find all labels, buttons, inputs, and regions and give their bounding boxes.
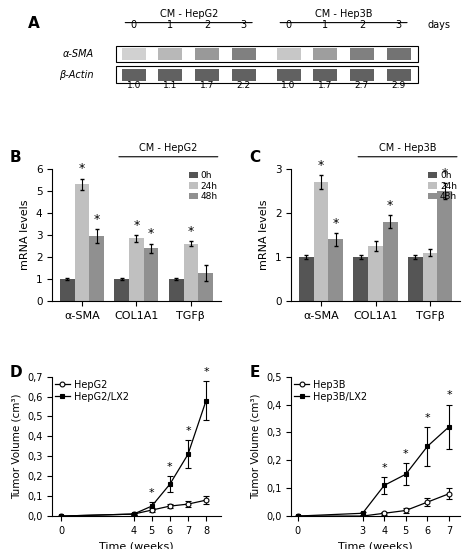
Text: E: E [249, 366, 260, 380]
Text: *: * [93, 213, 100, 226]
Text: α-SMA: α-SMA [63, 49, 94, 59]
Bar [232, 69, 256, 81]
Text: β-Actin: β-Actin [59, 70, 94, 80]
Text: *: * [185, 427, 191, 436]
Text: 2: 2 [359, 20, 365, 30]
Bar [383, 222, 398, 301]
Bar [350, 48, 374, 60]
Bar [438, 191, 452, 301]
Bar [232, 48, 256, 60]
Bar [198, 273, 213, 301]
Bar [387, 69, 410, 81]
Text: 2.9: 2.9 [392, 81, 406, 90]
Text: 1.0: 1.0 [282, 81, 296, 90]
Bar [122, 48, 146, 60]
Text: *: * [425, 413, 430, 423]
Bar [328, 239, 343, 301]
Text: *: * [148, 227, 154, 240]
Text: 1: 1 [167, 20, 173, 30]
Text: *: * [149, 488, 155, 498]
Legend: 0h, 24h, 48h: 0h, 24h, 48h [427, 171, 458, 202]
Text: 1.0: 1.0 [127, 81, 141, 90]
Bar [114, 279, 129, 301]
Bar [158, 69, 182, 81]
Text: *: * [79, 163, 85, 175]
Text: B: B [10, 150, 22, 165]
Text: 1.7: 1.7 [200, 81, 214, 90]
Text: CM - Hep3B: CM - Hep3B [379, 143, 436, 153]
Text: days: days [427, 20, 450, 30]
Text: 0: 0 [131, 20, 137, 30]
Bar [368, 246, 383, 301]
Text: A: A [27, 16, 39, 31]
Text: D: D [10, 366, 23, 380]
Text: *: * [188, 225, 194, 238]
Legend: 0h, 24h, 48h: 0h, 24h, 48h [188, 171, 219, 202]
Text: 1.7: 1.7 [318, 81, 332, 90]
Text: 2: 2 [204, 20, 210, 30]
Legend: HepG2, HepG2/LX2: HepG2, HepG2/LX2 [54, 379, 129, 402]
Text: *: * [333, 217, 339, 229]
Text: 0: 0 [285, 20, 292, 30]
Text: *: * [318, 159, 324, 172]
Bar [60, 279, 74, 301]
Y-axis label: Tumor Volume (cm³): Tumor Volume (cm³) [251, 394, 261, 499]
Y-axis label: Tumor Volume (cm³): Tumor Volume (cm³) [11, 394, 21, 499]
X-axis label: Time (weeks): Time (weeks) [99, 541, 173, 549]
Bar [144, 248, 158, 301]
Bar [387, 48, 410, 60]
Bar [89, 236, 104, 301]
Text: CM - Hep3B: CM - Hep3B [315, 9, 373, 19]
Text: 3: 3 [396, 20, 401, 30]
Text: CM - HepG2: CM - HepG2 [139, 143, 198, 153]
Text: *: * [403, 449, 409, 459]
Text: *: * [167, 462, 173, 472]
Bar [74, 184, 89, 301]
Bar [116, 46, 418, 63]
Text: *: * [133, 219, 139, 232]
Y-axis label: mRNA levels: mRNA levels [20, 200, 30, 270]
X-axis label: Time (weeks): Time (weeks) [338, 541, 413, 549]
Text: 3: 3 [241, 20, 247, 30]
Bar [276, 48, 301, 60]
Text: 2.2: 2.2 [237, 81, 251, 90]
Bar [350, 69, 374, 81]
Bar [313, 48, 337, 60]
Bar [183, 244, 198, 301]
Bar [129, 238, 144, 301]
Bar [423, 253, 438, 301]
Text: 2.7: 2.7 [355, 81, 369, 90]
Bar [116, 66, 418, 83]
Bar [408, 257, 423, 301]
Bar [169, 279, 183, 301]
Bar [195, 48, 219, 60]
Text: 1.1: 1.1 [163, 81, 178, 90]
Text: *: * [203, 367, 209, 377]
Text: *: * [387, 199, 393, 212]
Bar [314, 182, 328, 301]
Bar [299, 257, 314, 301]
Bar [313, 69, 337, 81]
Bar [158, 48, 182, 60]
Text: C: C [249, 150, 260, 165]
Text: *: * [382, 463, 387, 473]
Bar [195, 69, 219, 81]
Text: *: * [446, 390, 452, 400]
Bar [122, 69, 146, 81]
Text: *: * [442, 167, 448, 180]
Text: CM - HepG2: CM - HepG2 [160, 9, 218, 19]
Bar [276, 69, 301, 81]
Legend: Hep3B, Hep3B/LX2: Hep3B, Hep3B/LX2 [293, 379, 368, 402]
Bar [354, 257, 368, 301]
Text: 1: 1 [322, 20, 328, 30]
Y-axis label: mRNA levels: mRNA levels [259, 200, 269, 270]
